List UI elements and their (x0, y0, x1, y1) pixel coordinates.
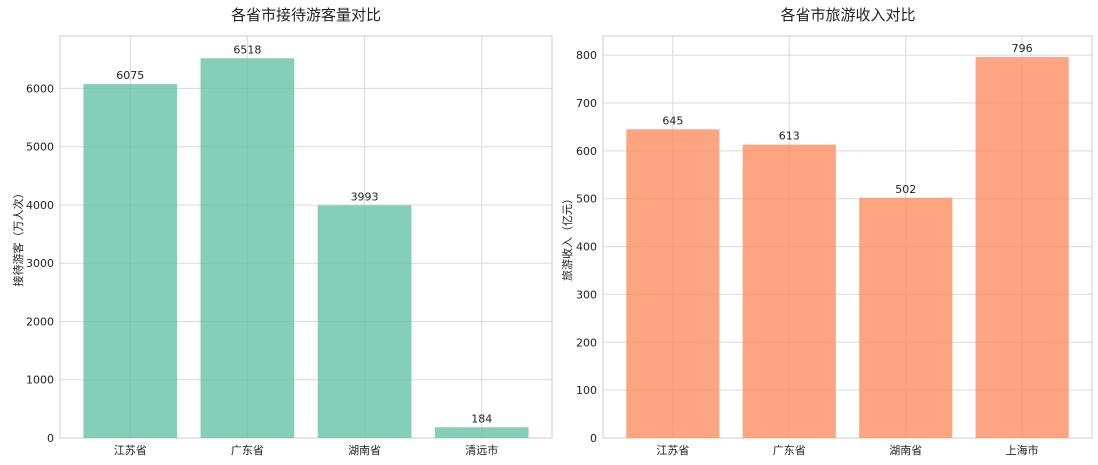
y-tick-label: 2000 (26, 315, 54, 328)
bar (434, 427, 529, 438)
axes: 0 100 200 300 400 500 600 700 800 江苏省 广东省 湖南省 上海市 (576, 35, 1093, 457)
y-tick-label: 300 (576, 288, 597, 301)
y-tick-label: 1000 (26, 374, 54, 387)
x-tick-label: 清远市 (465, 443, 498, 457)
bar-value-label: 3993 (351, 190, 379, 203)
y-tick-label: 800 (576, 49, 597, 62)
bar (200, 58, 295, 439)
bar-value-label: 613 (779, 130, 800, 143)
value-labels: 645 613 502 796 (662, 42, 1032, 196)
chart-revenue: 各省市旅游收入对比 旅游收入（亿元） 0 100 200 300 400 500 600 70… (560, 6, 1093, 457)
y-tick-label: 5000 (26, 141, 54, 154)
bar-value-label: 645 (662, 114, 683, 127)
y-axis-label: 接待游客（万人次） (11, 188, 25, 287)
y-axis-label: 旅游收入（亿元） (560, 193, 574, 281)
bar (626, 129, 720, 439)
bar-value-label: 6075 (116, 69, 144, 82)
bar (742, 144, 836, 438)
chart-title: 各省市接待游客量对比 (231, 6, 381, 24)
y-tick-label: 500 (576, 193, 597, 206)
y-tick-label: 200 (576, 336, 597, 349)
chart-title: 各省市旅游收入对比 (780, 6, 915, 24)
bars (83, 58, 529, 439)
bar-value-label: 6518 (233, 43, 261, 56)
y-tick-label: 400 (576, 241, 597, 254)
y-tick-label: 3000 (26, 257, 54, 270)
x-tick-label: 江苏省 (114, 444, 147, 457)
x-tick-label: 广东省 (773, 444, 806, 457)
plot-frame (59, 35, 553, 439)
bar (975, 57, 1069, 439)
bar (859, 197, 953, 438)
bars (626, 57, 1069, 439)
chart-visitors: 各省市接待游客量对比 接待游客（万人次） 0 1000 2000 3000 4000 50… (11, 6, 553, 457)
bar (317, 205, 412, 438)
x-tick-label: 湖南省 (889, 444, 922, 457)
x-tick-label: 湖南省 (348, 444, 381, 457)
axes: 0 1000 2000 3000 4000 5000 6000 江苏省 广东省 湖南省 清远市 (26, 35, 553, 457)
y-tick-label: 600 (576, 145, 597, 158)
y-tick-label: 700 (576, 97, 597, 110)
y-tick-label: 4000 (26, 199, 54, 212)
bar (83, 84, 178, 438)
bar-value-label: 184 (471, 412, 492, 425)
bar-value-label: 502 (895, 183, 916, 196)
value-labels: 6075 6518 3993 184 (116, 43, 492, 425)
x-tick-label: 江苏省 (656, 444, 689, 457)
bar-value-label: 796 (1012, 42, 1033, 55)
y-tick-label: 0 (590, 432, 597, 445)
x-tick-label: 广东省 (231, 444, 264, 457)
x-tick-label: 上海市 (1006, 443, 1039, 457)
y-tick-label: 6000 (26, 82, 54, 95)
y-tick-label: 0 (47, 432, 54, 445)
plot-frame (602, 35, 1093, 439)
y-tick-label: 100 (576, 384, 597, 397)
